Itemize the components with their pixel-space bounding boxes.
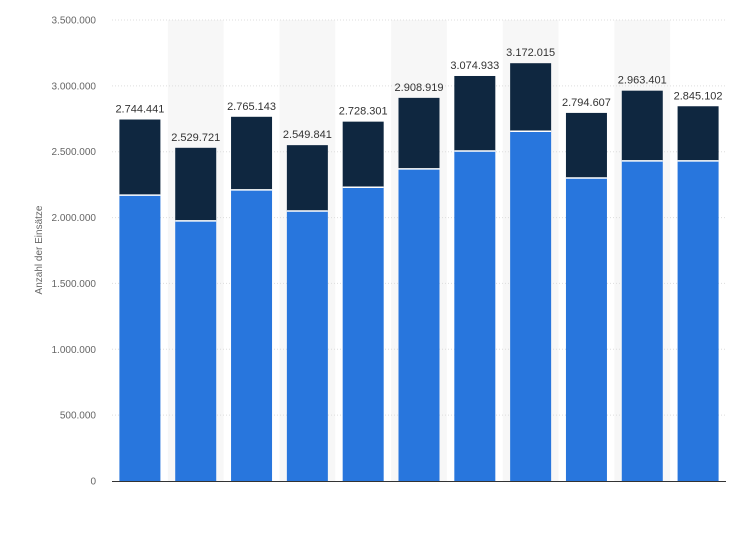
y-tick-label: 2.500.000 <box>52 147 97 158</box>
y-tick-label: 1.500.000 <box>52 279 97 290</box>
bar-segment-upper[interactable] <box>510 63 552 132</box>
bar-segment-upper[interactable] <box>454 75 496 152</box>
bar-segment-lower[interactable] <box>454 151 496 481</box>
bar-segment-lower[interactable] <box>342 187 384 481</box>
total-label: 2.845.102 <box>674 90 723 102</box>
total-label: 3.074.933 <box>450 60 499 72</box>
bar-segment-lower[interactable] <box>231 189 273 481</box>
y-axis-tick-labels: 0 500.000 1.000.000 1.500.000 2.000.000 2.500… <box>52 16 97 488</box>
total-label: 2.529.721 <box>171 132 220 144</box>
bar-segment-upper[interactable] <box>175 147 217 221</box>
bar-segment-upper[interactable] <box>398 97 440 169</box>
bar-segment-lower[interactable] <box>677 160 719 482</box>
bar-segment-upper[interactable] <box>677 106 719 161</box>
y-tick-label: 1.000.000 <box>52 345 97 356</box>
y-tick-label: 3.000.000 <box>52 81 97 92</box>
total-labels: 2.744.441 2.529.721 2.765.143 2.549.841 2.72… <box>115 47 722 144</box>
total-label: 2.963.401 <box>618 75 667 87</box>
y-axis-title: Anzahl der Einsätze <box>34 205 45 294</box>
bar-segment-upper[interactable] <box>621 90 663 161</box>
total-label: 2.794.607 <box>562 97 611 109</box>
bar-segment-lower[interactable] <box>119 195 161 481</box>
bars <box>119 63 719 482</box>
y-tick-label: 0 <box>90 477 96 488</box>
bar-segment-lower[interactable] <box>510 131 552 481</box>
bar-segment-lower[interactable] <box>286 210 328 481</box>
total-label: 3.172.015 <box>506 47 555 59</box>
bar-segment-upper[interactable] <box>286 145 328 211</box>
bar-segment-upper[interactable] <box>119 119 161 196</box>
total-label: 2.728.301 <box>339 106 388 118</box>
total-label: 2.549.841 <box>283 129 332 141</box>
total-label: 2.765.143 <box>227 101 276 113</box>
bar-segment-upper[interactable] <box>342 121 384 188</box>
y-tick-label: 2.000.000 <box>52 213 97 224</box>
bar-segment-lower[interactable] <box>565 178 607 482</box>
bar-segment-lower[interactable] <box>621 160 663 482</box>
bar-segment-lower[interactable] <box>398 168 440 481</box>
bar-segment-upper[interactable] <box>231 116 273 190</box>
bar-segment-upper[interactable] <box>565 112 607 179</box>
y-tick-label: 3.500.000 <box>52 16 97 27</box>
y-tick-label: 500.000 <box>60 411 97 422</box>
total-label: 2.908.919 <box>395 82 444 94</box>
total-label: 2.744.441 <box>115 104 164 116</box>
bar-segment-lower[interactable] <box>175 220 217 481</box>
